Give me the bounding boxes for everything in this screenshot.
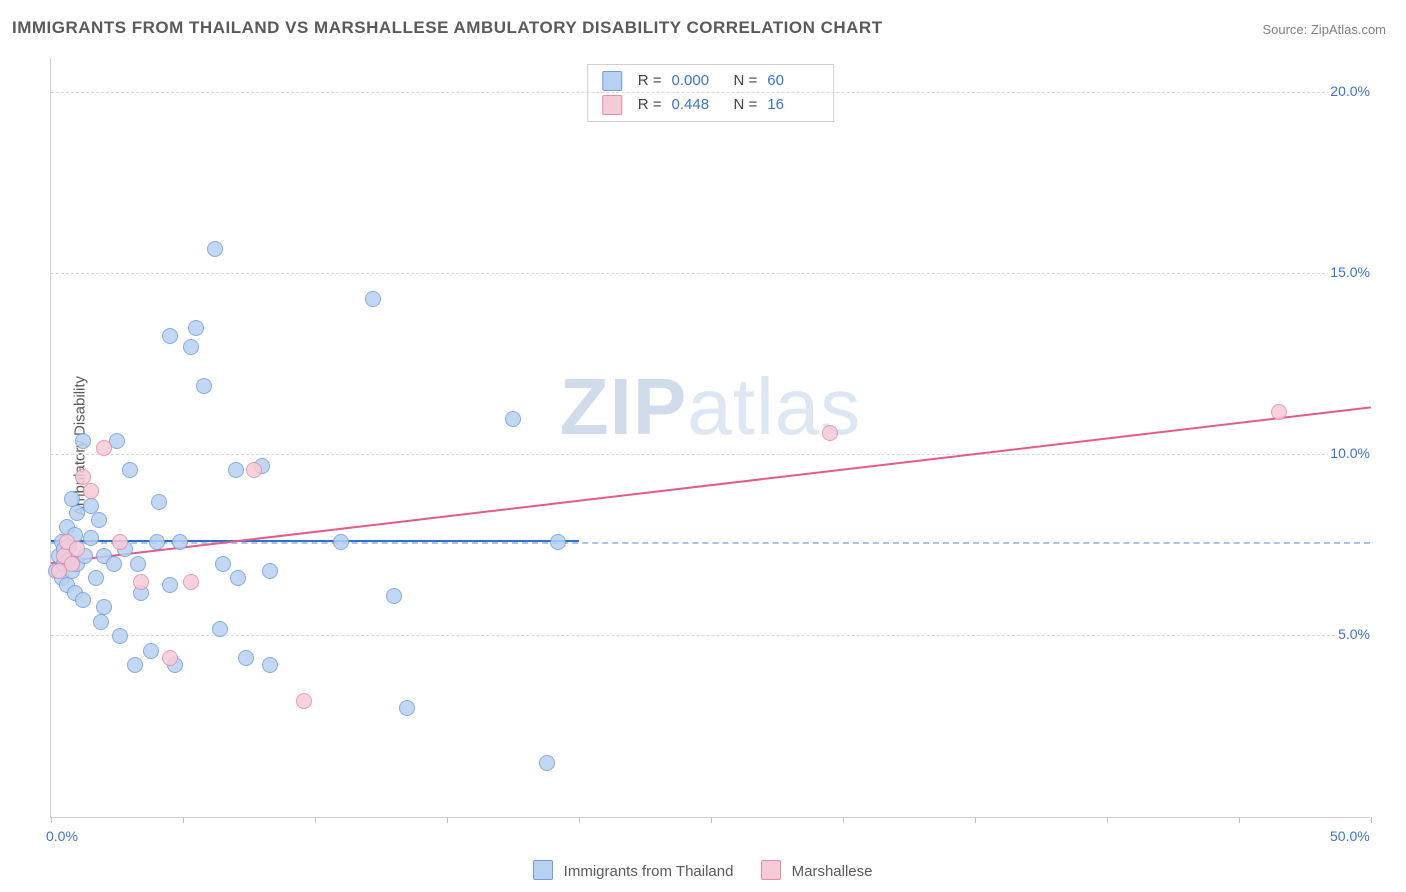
- x-axis-end-label: 50.0%: [1330, 828, 1370, 844]
- legend-label-thai: Immigrants from Thailand: [564, 863, 734, 880]
- legend-row-thai: R = 0.000 N = 60: [602, 69, 820, 93]
- data-point-marsh: [133, 574, 149, 590]
- swatch-thai: [533, 860, 553, 880]
- data-point-thai: [96, 599, 112, 615]
- x-tick: [1239, 817, 1240, 823]
- watermark: ZIPatlas: [560, 361, 861, 453]
- swatch-thai: [602, 71, 622, 91]
- data-point-marsh: [69, 541, 85, 557]
- data-point-thai: [75, 592, 91, 608]
- data-point-thai: [162, 577, 178, 593]
- data-point-thai: [365, 291, 381, 307]
- legend-row-marsh: R = 0.448 N = 16: [602, 93, 820, 117]
- swatch-marsh: [761, 860, 781, 880]
- data-point-marsh: [96, 440, 112, 456]
- data-point-thai: [172, 534, 188, 550]
- data-point-thai: [106, 556, 122, 572]
- gridline: 15.0%: [51, 273, 1370, 274]
- x-tick: [579, 817, 580, 823]
- gridline: 10.0%: [51, 454, 1370, 455]
- data-point-thai: [262, 563, 278, 579]
- data-point-thai: [212, 621, 228, 637]
- x-tick: [183, 817, 184, 823]
- trend-line-thai: [51, 540, 579, 542]
- data-point-thai: [151, 494, 167, 510]
- gridline-label: 15.0%: [1328, 264, 1372, 280]
- trend-line-marsh: [51, 406, 1371, 564]
- data-point-thai: [91, 512, 107, 528]
- data-point-marsh: [75, 469, 91, 485]
- data-point-marsh: [246, 462, 262, 478]
- reference-line: [51, 542, 1370, 544]
- data-point-marsh: [1271, 404, 1287, 420]
- data-point-thai: [207, 241, 223, 257]
- n-value-marsh: 16: [767, 93, 819, 117]
- data-point-marsh: [112, 534, 128, 550]
- gridline: 20.0%: [51, 92, 1370, 93]
- page-title: IMMIGRANTS FROM THAILAND VS MARSHALLESE …: [12, 18, 883, 38]
- data-point-thai: [183, 339, 199, 355]
- data-point-marsh: [64, 556, 80, 572]
- data-point-thai: [122, 462, 138, 478]
- data-point-thai: [550, 534, 566, 550]
- data-point-thai: [162, 328, 178, 344]
- n-value-thai: 60: [767, 69, 819, 93]
- x-tick: [711, 817, 712, 823]
- series-legend: Immigrants from Thailand Marshallese: [0, 860, 1406, 880]
- x-tick: [843, 817, 844, 823]
- data-point-thai: [83, 530, 99, 546]
- x-axis-start-label: 0.0%: [46, 828, 78, 844]
- data-point-thai: [149, 534, 165, 550]
- x-tick: [1371, 817, 1372, 823]
- data-point-thai: [505, 411, 521, 427]
- x-tick: [315, 817, 316, 823]
- data-point-thai: [196, 378, 212, 394]
- x-tick: [1107, 817, 1108, 823]
- data-point-thai: [399, 700, 415, 716]
- data-point-thai: [333, 534, 349, 550]
- data-point-thai: [88, 570, 104, 586]
- data-point-thai: [188, 320, 204, 336]
- data-point-thai: [130, 556, 146, 572]
- data-point-thai: [112, 628, 128, 644]
- swatch-marsh: [602, 95, 622, 115]
- legend-label-marsh: Marshallese: [792, 863, 873, 880]
- data-point-thai: [143, 643, 159, 659]
- data-point-thai: [75, 433, 91, 449]
- data-point-thai: [215, 556, 231, 572]
- gridline-label: 10.0%: [1328, 445, 1372, 461]
- data-point-thai: [83, 498, 99, 514]
- data-point-thai: [228, 462, 244, 478]
- data-point-thai: [262, 657, 278, 673]
- legend-item-thai: Immigrants from Thailand: [533, 860, 733, 880]
- data-point-thai: [230, 570, 246, 586]
- scatter-plot: ZIPatlas R = 0.000 N = 60 R = 0.448 N = …: [50, 58, 1370, 818]
- gridline: 5.0%: [51, 635, 1370, 636]
- data-point-marsh: [296, 693, 312, 709]
- x-tick: [51, 817, 52, 823]
- x-tick: [975, 817, 976, 823]
- gridline-label: 5.0%: [1336, 626, 1372, 642]
- data-point-marsh: [83, 483, 99, 499]
- data-point-thai: [93, 614, 109, 630]
- x-tick: [447, 817, 448, 823]
- data-point-thai: [386, 588, 402, 604]
- data-point-marsh: [822, 425, 838, 441]
- data-point-marsh: [162, 650, 178, 666]
- data-point-thai: [238, 650, 254, 666]
- legend-item-marsh: Marshallese: [761, 860, 872, 880]
- data-point-thai: [127, 657, 143, 673]
- data-point-thai: [539, 755, 555, 771]
- r-value-thai: 0.000: [672, 69, 724, 93]
- r-value-marsh: 0.448: [672, 93, 724, 117]
- data-point-marsh: [183, 574, 199, 590]
- gridline-label: 20.0%: [1328, 83, 1372, 99]
- source-attribution: Source: ZipAtlas.com: [1262, 22, 1386, 37]
